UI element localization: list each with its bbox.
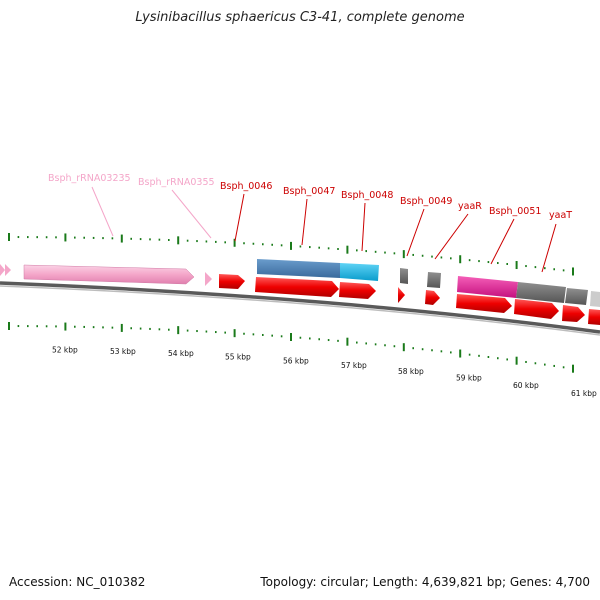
leader-line <box>171 189 212 239</box>
scale-label: 53 kbp <box>110 347 136 356</box>
feature-bsph-0048-cyan[interactable] <box>340 263 379 281</box>
gene-arrow-next[interactable] <box>562 305 585 322</box>
leader-line <box>541 223 557 273</box>
leader-line <box>490 218 515 265</box>
scale-label: 57 kbp <box>341 361 367 370</box>
feature-rrna-left-arrow-1[interactable] <box>0 264 5 276</box>
scale-labels: 52 kbp 53 kbp 54 kbp 55 kbp 56 kbp 57 kbp 58 k… <box>52 346 597 399</box>
scale-label: 56 kbp <box>283 356 309 365</box>
gene-arrow-0048[interactable] <box>339 282 376 299</box>
tick-row-bottom <box>8 322 574 373</box>
gene-arrows <box>255 277 600 325</box>
gene-arrow-yaat[interactable] <box>514 299 559 319</box>
feature-bsph-0051-magenta[interactable] <box>457 276 518 298</box>
feature-label[interactable]: yaaR <box>458 201 482 212</box>
leader-line <box>406 208 425 257</box>
feature-label[interactable]: Bsph_rRNA03235 <box>48 173 131 184</box>
leader-line <box>434 213 469 260</box>
feature-label[interactable]: yaaT <box>549 210 572 221</box>
gene-arrow-edge[interactable] <box>588 309 600 325</box>
feature-gray-block-2[interactable] <box>565 288 588 305</box>
backbone <box>0 281 600 336</box>
feature-bsph-0049-gray[interactable] <box>400 268 408 284</box>
leader-line <box>91 186 114 237</box>
feature-label[interactable]: Bsph_0051 <box>489 206 541 217</box>
feature-rrna-left-arrow-2[interactable] <box>5 264 11 276</box>
map-title: Lysinibacillus sphaericus C3-41, complet… <box>135 10 465 25</box>
gene-arrow-0051[interactable] <box>456 294 512 313</box>
feature-rrna-0355[interactable] <box>205 272 212 286</box>
feature-label[interactable]: Bsph_rRNA0355 <box>138 177 215 188</box>
accession-text: Accession: NC_010382 <box>9 575 146 589</box>
feature-gray-block-1[interactable] <box>516 282 566 303</box>
forward-strand-features <box>0 259 600 307</box>
leader-line <box>361 202 366 252</box>
feature-yaar-gray[interactable] <box>427 272 441 288</box>
feature-rrna-03235[interactable] <box>23 264 195 285</box>
leader-line <box>234 193 245 242</box>
scale-label: 55 kbp <box>225 352 251 361</box>
scale-label: 61 kbp <box>571 389 597 398</box>
gene-arrow-0049[interactable] <box>398 287 405 303</box>
tick-row-top <box>8 233 574 276</box>
scale-label: 60 kbp <box>513 381 539 390</box>
feature-labels: Bsph_rRNA03235 Bsph_rRNA0355 Bsph_0046 Bsph… <box>48 173 572 273</box>
feature-label[interactable]: Bsph_0046 <box>220 181 272 192</box>
scale-label: 52 kbp <box>52 346 78 355</box>
feature-label[interactable]: Bsph_0049 <box>400 196 452 207</box>
feature-gray-block-3[interactable] <box>590 291 600 307</box>
feature-label[interactable]: Bsph_0048 <box>341 190 393 201</box>
feature-bsph-0046[interactable] <box>219 274 245 289</box>
scale-label: 54 kbp <box>168 349 194 358</box>
leader-line <box>301 198 308 246</box>
topology-text: Topology: circular; Length: 4,639,821 bp… <box>260 575 590 589</box>
feature-label[interactable]: Bsph_0047 <box>283 186 335 197</box>
gene-arrow-yaar[interactable] <box>425 290 440 305</box>
feature-bsph-0047-blue[interactable] <box>257 259 340 278</box>
gene-arrow-0047[interactable] <box>255 277 339 297</box>
scale-label: 59 kbp <box>456 373 482 382</box>
scale-label: 58 kbp <box>398 367 424 376</box>
